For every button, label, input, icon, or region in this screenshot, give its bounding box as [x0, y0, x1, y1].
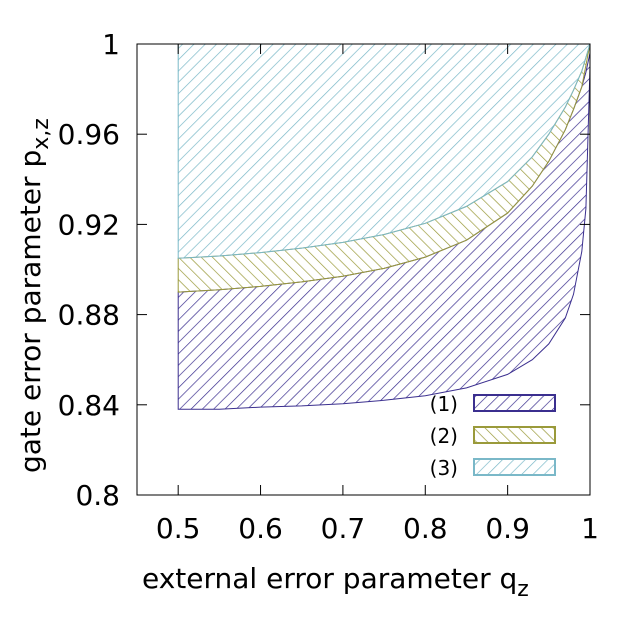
legend-swatch-2	[473, 426, 556, 444]
y-tick-label: 0.88	[58, 299, 120, 332]
plot-frame	[136, 43, 591, 496]
y-axis-label: gate error parameter px,z	[14, 118, 54, 473]
y-tick-label: 1	[102, 28, 120, 61]
x-tick-label: 0.7	[321, 512, 366, 545]
x-tick-label: 0.9	[485, 512, 530, 545]
legend-label-3: (3)	[430, 456, 458, 480]
legend-swatch-1	[473, 394, 556, 412]
legend-swatch-3	[473, 458, 556, 476]
x-tick-label: 0.6	[238, 512, 283, 545]
legend-label-1: (1)	[430, 392, 458, 416]
legend: (1) (2) (3)	[430, 392, 556, 480]
y-tick-label: 0.84	[58, 389, 120, 422]
x-tick-label: 1	[581, 512, 599, 545]
x-axis-label: external error parameter qz	[142, 562, 529, 602]
x-tick-label: 0.5	[156, 512, 201, 545]
y-tick-label: 0.8	[75, 479, 120, 512]
regions-group	[177, 43, 591, 410]
legend-label-2: (2)	[430, 424, 458, 448]
y-tick-label: 0.92	[58, 208, 120, 241]
y-tick-label: 0.96	[58, 118, 120, 151]
ticks-group: 0.5 0.6 0.7 0.8 0.9 1 0.8 0.84 0.88 0.92 0.96 1	[58, 28, 599, 545]
x-tick-label: 0.8	[403, 512, 448, 545]
